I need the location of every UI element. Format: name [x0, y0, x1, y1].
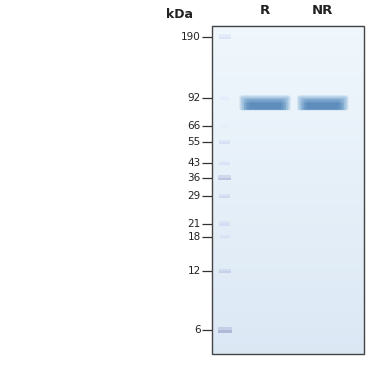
FancyBboxPatch shape [219, 140, 231, 142]
FancyBboxPatch shape [242, 95, 288, 103]
Text: NR: NR [312, 4, 333, 17]
FancyBboxPatch shape [219, 221, 230, 224]
FancyBboxPatch shape [298, 96, 347, 110]
FancyBboxPatch shape [220, 237, 230, 238]
FancyBboxPatch shape [299, 95, 346, 103]
FancyBboxPatch shape [240, 96, 290, 110]
FancyBboxPatch shape [249, 100, 281, 109]
FancyBboxPatch shape [220, 235, 230, 237]
FancyBboxPatch shape [239, 96, 291, 110]
FancyBboxPatch shape [218, 330, 232, 333]
FancyBboxPatch shape [219, 34, 231, 36]
Text: 92: 92 [188, 93, 201, 103]
Text: R: R [260, 4, 270, 17]
FancyBboxPatch shape [219, 36, 231, 39]
FancyBboxPatch shape [219, 224, 230, 225]
FancyBboxPatch shape [243, 95, 287, 101]
FancyBboxPatch shape [246, 99, 284, 109]
Text: 18: 18 [188, 232, 201, 242]
Text: 66: 66 [188, 122, 201, 132]
Text: kDa: kDa [166, 8, 194, 21]
FancyBboxPatch shape [218, 327, 232, 330]
FancyBboxPatch shape [307, 100, 339, 109]
Text: 36: 36 [188, 173, 201, 183]
FancyBboxPatch shape [218, 175, 231, 178]
FancyBboxPatch shape [300, 98, 346, 110]
FancyBboxPatch shape [220, 126, 229, 128]
FancyBboxPatch shape [219, 160, 230, 163]
FancyBboxPatch shape [302, 99, 344, 110]
Text: 6: 6 [194, 325, 201, 335]
Text: 29: 29 [188, 191, 201, 201]
FancyBboxPatch shape [297, 96, 349, 110]
FancyBboxPatch shape [219, 194, 231, 196]
FancyBboxPatch shape [220, 124, 229, 126]
FancyBboxPatch shape [219, 196, 231, 198]
FancyBboxPatch shape [219, 142, 231, 144]
FancyBboxPatch shape [219, 271, 231, 273]
Bar [212, 26, 364, 354]
FancyBboxPatch shape [220, 96, 230, 98]
Text: 12: 12 [188, 266, 201, 276]
FancyBboxPatch shape [242, 98, 288, 110]
FancyBboxPatch shape [219, 163, 230, 165]
FancyBboxPatch shape [304, 99, 341, 109]
Text: 190: 190 [181, 32, 201, 42]
FancyBboxPatch shape [244, 99, 286, 110]
Text: 43: 43 [188, 158, 201, 168]
FancyBboxPatch shape [218, 178, 231, 180]
FancyBboxPatch shape [219, 268, 231, 271]
FancyBboxPatch shape [220, 98, 230, 100]
Text: 55: 55 [188, 137, 201, 147]
FancyBboxPatch shape [300, 95, 345, 101]
Text: 21: 21 [188, 219, 201, 229]
